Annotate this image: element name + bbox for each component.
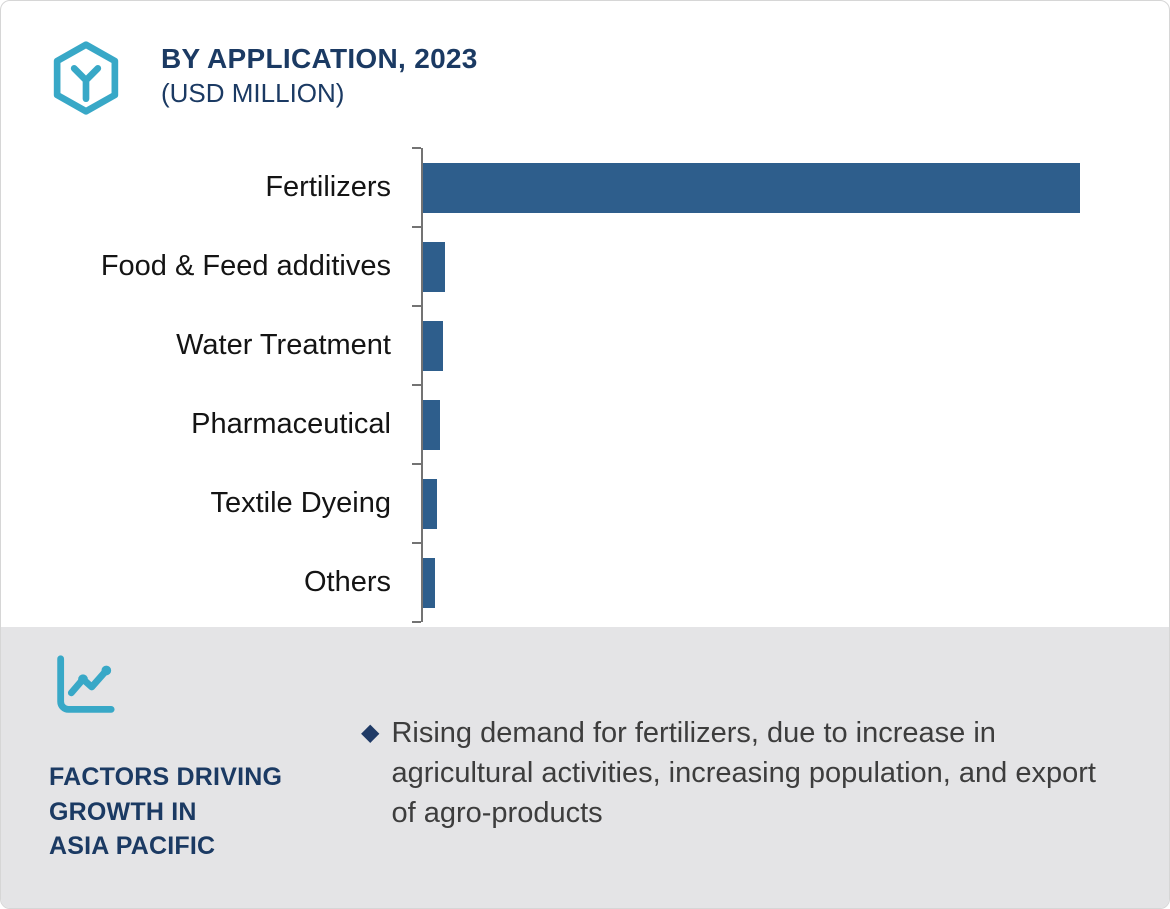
chart-row: Water Treatment	[1, 305, 1169, 385]
bar-5	[423, 557, 435, 608]
footer-heading-line: GROWTH IN	[49, 797, 197, 826]
category-label: Pharmaceutical	[191, 408, 391, 440]
chart-subtitle: (USD MILLION)	[161, 78, 345, 108]
plot-cell	[412, 147, 1145, 227]
category-label: Fertilizers	[265, 171, 391, 203]
bullet-text: Rising demand for fertilizers, due to in…	[391, 717, 1096, 830]
category-label: Textile Dyeing	[210, 487, 391, 519]
footer-heading-line: ASIA PACIFIC	[49, 832, 216, 860]
line-chart-icon	[49, 653, 321, 726]
bar-chart: Fertilizers Food & Feed additives Water Tr…	[1, 147, 1169, 623]
plot-cell	[412, 305, 1145, 385]
title-block: BY APPLICATION, 2023 (USD MILLION)	[161, 41, 478, 109]
bullet-item: ◆ Rising demand for fertilizers, due to …	[361, 713, 1103, 908]
chart-row: Pharmaceutical	[1, 384, 1169, 464]
plot-cell	[412, 542, 1145, 623]
category-label: Water Treatment	[176, 329, 391, 361]
footer-heading-line: FACTORS DRIVING	[49, 763, 283, 791]
diamond-bullet-icon: ◆	[361, 719, 380, 746]
category-label: Others	[303, 566, 391, 598]
header: BY APPLICATION, 2023 (USD MILLION)	[1, 1, 1169, 115]
footer-left-column: FACTORS DRIVING GROWTH IN ASIA PACIFIC	[49, 651, 321, 908]
category-label: Food & Feed additives	[100, 250, 391, 282]
chart-row: Textile Dyeing	[1, 463, 1169, 543]
chart-title: BY APPLICATION, 2023	[161, 43, 478, 74]
plot-cell	[412, 463, 1145, 543]
bar-chart-rows: Fertilizers Food & Feed additives Water Tr…	[1, 147, 1169, 623]
bar-4	[423, 478, 437, 529]
bar-1	[423, 241, 446, 292]
footer-heading: FACTORS DRIVING GROWTH IN ASIA PACIFIC	[49, 760, 321, 864]
chart-row: Fertilizers	[1, 147, 1169, 227]
bar-2	[423, 320, 443, 371]
bar-0	[423, 162, 1081, 213]
plot-cell	[412, 384, 1145, 464]
bar-3	[423, 399, 441, 450]
chart-row: Others	[1, 542, 1169, 623]
chart-row: Food & Feed additives	[1, 226, 1169, 306]
footer-panel: FACTORS DRIVING GROWTH IN ASIA PACIFIC ◆…	[1, 627, 1169, 908]
hexagon-molecule-icon	[49, 41, 123, 115]
plot-cell	[412, 226, 1145, 306]
